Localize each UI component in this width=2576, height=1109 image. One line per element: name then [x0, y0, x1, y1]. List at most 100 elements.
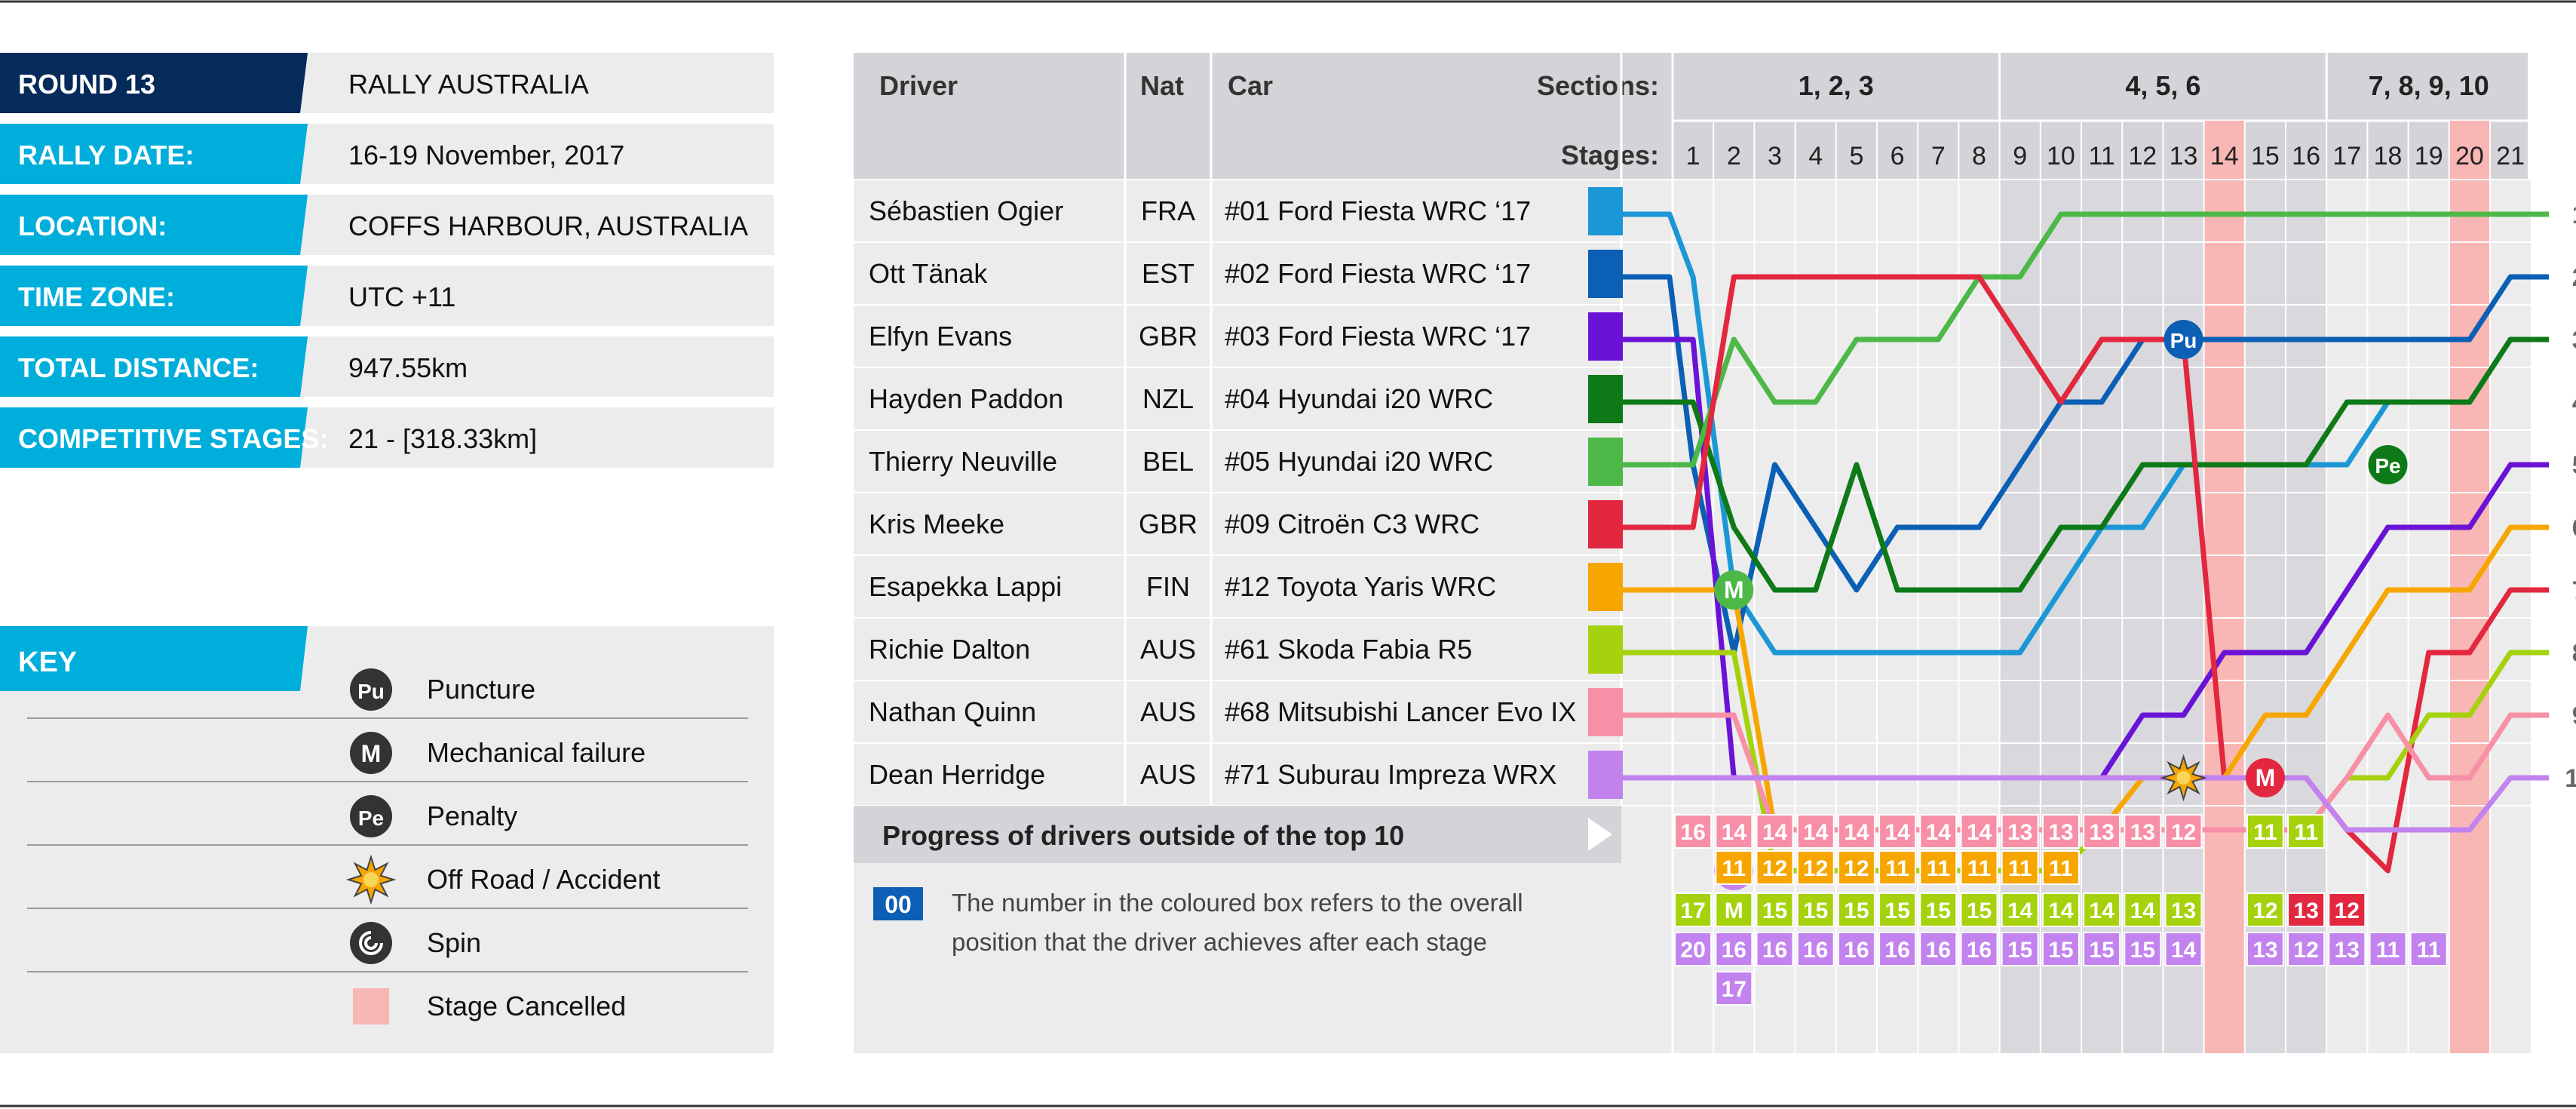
driver-nat: AUS: [1140, 696, 1196, 727]
driver-car: #71 Suburau Impreza WRX: [1225, 759, 1556, 790]
driver-nat: EST: [1142, 258, 1194, 289]
position-box-label: 16: [1803, 938, 1828, 963]
position-box-label: 13: [2048, 820, 2073, 845]
driver-row: Elfyn Evans GBR #03 Ford Fiesta WRC ‘17: [869, 312, 1623, 361]
position-box-label: 16: [1762, 938, 1787, 963]
stage-tick-label: 12: [2128, 142, 2157, 170]
position-box: [1715, 850, 1753, 885]
info-value: COFFS HARBOUR, AUSTRALIA: [348, 210, 748, 241]
position-box-label: 11: [1885, 856, 1909, 881]
final-position-label: 1: [2572, 201, 2576, 229]
position-box: [1715, 892, 1753, 927]
key-item: Pe Penalty: [27, 795, 748, 846]
driver-row: Dean Herridge AUS #71 Suburau Impreza WRX: [869, 751, 1623, 799]
positions-table: Driver Nat Car Sections: Stages: 1, 2, 3…: [854, 53, 2576, 1053]
position-box: [1756, 850, 1794, 885]
position-box: [1837, 850, 1875, 885]
stage-tick-label: 2: [1727, 142, 1741, 170]
key-symbol: Pe: [358, 806, 384, 830]
info-value: 16-19 November, 2017: [348, 140, 624, 170]
position-box: [1674, 932, 1713, 966]
note-line-1: The number in the coloured box refers to…: [952, 889, 1523, 917]
outside-label-bg: [854, 806, 1621, 863]
position-box-label: 12: [1844, 856, 1869, 881]
position-box-label: 14: [1762, 820, 1788, 845]
final-position-label: 9: [2572, 702, 2576, 730]
stage-tick-label: 1: [1686, 142, 1700, 170]
stage-tick-label: 3: [1768, 142, 1782, 170]
position-box: [1756, 892, 1794, 927]
driver-name: Sébastien Ogier: [869, 195, 1063, 226]
position-box: [1960, 892, 1998, 927]
position-box-label: 16: [1926, 938, 1951, 963]
position-box-label: 16: [1884, 938, 1909, 963]
position-box: [2083, 932, 2121, 966]
stage-column: [2367, 180, 2409, 1053]
position-box-label: 14: [1884, 820, 1910, 845]
final-position-label: 5: [2572, 451, 2576, 480]
driver-car: #12 Toyota Yaris WRC: [1225, 571, 1496, 602]
position-box: [2287, 892, 2326, 927]
puncture-icon: [2164, 320, 2203, 359]
key-items: Pu Puncture M Mechanical failure Pe Penalty Of…: [27, 668, 748, 1025]
final-position-label: 4: [2572, 389, 2576, 417]
info-value: 21 - [318.33km]: [348, 423, 537, 454]
position-box: [2041, 814, 2080, 849]
driver-name: Elfyn Evans: [869, 321, 1012, 352]
driver-row: Thierry Neuville BEL #05 Hyundai i20 WRC: [869, 438, 1623, 486]
key-title: KEY: [18, 647, 77, 678]
series-line: [1623, 775, 2550, 833]
position-box: [1796, 892, 1835, 927]
key-symbol: M: [361, 740, 382, 767]
key-item: Off Road / Accident: [27, 854, 748, 909]
info-label-tab: [0, 195, 308, 255]
position-box-label: 11: [1967, 856, 1992, 881]
driver-nat: AUS: [1140, 634, 1196, 665]
position-box: [2246, 932, 2284, 966]
position-box-label: 14: [2048, 899, 2074, 923]
position-box-label: 15: [1884, 899, 1909, 923]
stage-tick-label: 6: [1891, 142, 1905, 170]
cancelled-icon: [353, 988, 389, 1025]
driver-row: Richie Dalton AUS #61 Skoda Fabia R5: [869, 625, 1623, 674]
position-box-label: 13: [2171, 899, 2196, 923]
position-box-label: 20: [1680, 938, 1705, 963]
info-label: RALLY DATE:: [18, 140, 194, 170]
play-arrow-icon: [1588, 818, 1612, 851]
driver-car: #68 Mitsubishi Lancer Evo IX: [1225, 696, 1576, 727]
col-driver-header: Driver: [879, 70, 958, 101]
info-label: TOTAL DISTANCE:: [18, 352, 259, 383]
final-position-axis: 1 2 3 4 5 6 7 8 9 10: [2549, 180, 2576, 806]
section-label: 7, 8, 9, 10: [2369, 70, 2489, 101]
stage-tick-label: 15: [2251, 142, 2280, 170]
event-symbol: Pe: [2375, 454, 2400, 478]
position-box-label: 16: [1844, 938, 1869, 963]
driver-row: Hayden Paddon NZL #04 Hyundai i20 WRC: [869, 375, 1623, 423]
position-box: [2164, 814, 2203, 849]
position-box-label: 14: [1722, 820, 1747, 845]
note-box-text: 00: [885, 891, 912, 918]
driver-car: #02 Ford Fiesta WRC ‘17: [1225, 258, 1531, 289]
position-box-label: 14: [1844, 820, 1869, 845]
key-label: Stage Cancelled: [427, 991, 626, 1021]
driver-row: Sébastien Ogier FRA #01 Ford Fiesta WRC ‘1…: [869, 187, 1623, 235]
info-value: RALLY AUSTRALIA: [348, 69, 589, 100]
position-box: [2041, 932, 2080, 966]
position-box-label: 12: [2171, 820, 2196, 845]
position-box-label: 12: [1762, 856, 1787, 881]
position-box: [1837, 814, 1875, 849]
position-box: [2287, 932, 2326, 966]
position-box-label: 15: [1967, 899, 1992, 923]
stage-tick-label: 10: [2047, 142, 2075, 170]
position-box-label: 15: [2007, 938, 2032, 963]
position-box-label: 12: [2335, 899, 2360, 923]
series-line: [1623, 336, 2550, 593]
info-label: LOCATION:: [18, 210, 167, 241]
stage-tick-label: 13: [2170, 142, 2198, 170]
driver-name: Richie Dalton: [869, 634, 1030, 665]
driver-car: #03 Ford Fiesta WRC ‘17: [1225, 321, 1531, 352]
position-box: [2083, 814, 2121, 849]
stage-tick-label: 4: [1808, 142, 1823, 170]
driver-color-swatch: [1588, 751, 1623, 799]
